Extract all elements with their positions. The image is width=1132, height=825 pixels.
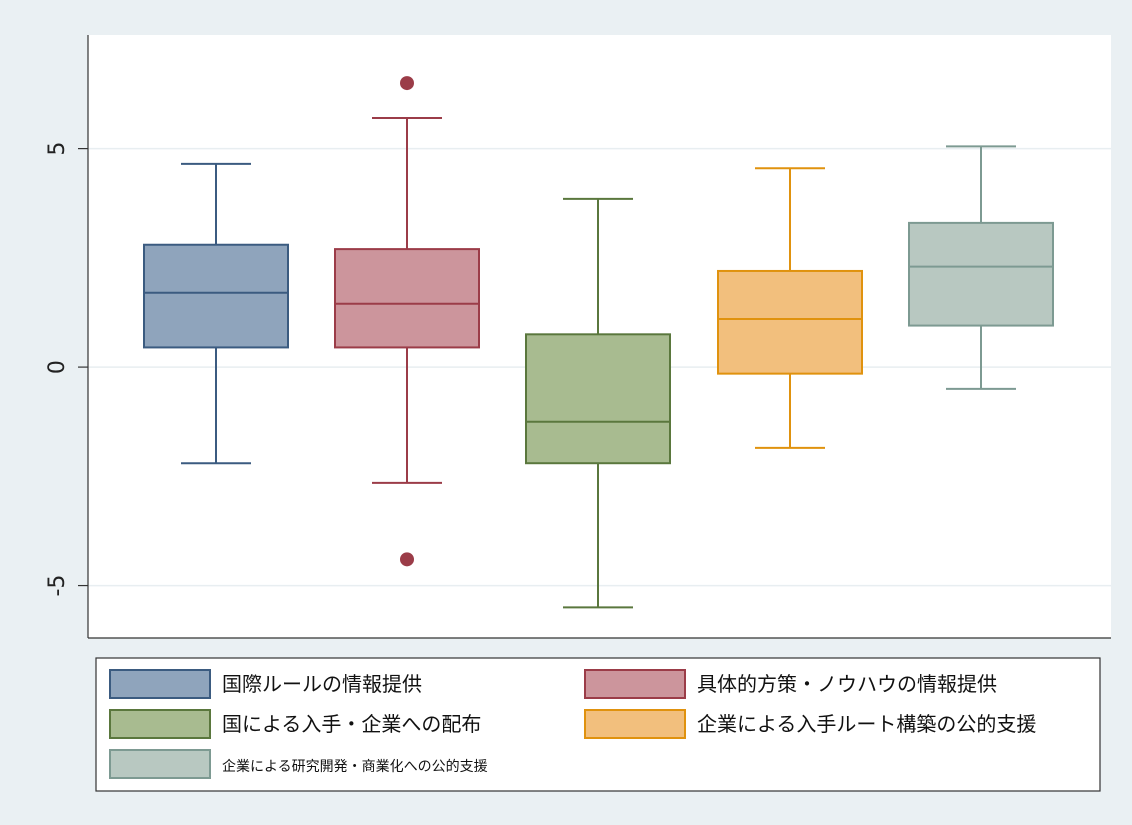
- y-tick-label: -5: [45, 575, 70, 597]
- legend-label: 国による入手・企業への配布: [222, 712, 481, 736]
- box-iqr: [717, 269, 863, 375]
- legend-swatch: [109, 709, 211, 739]
- legend-swatch: [109, 749, 211, 779]
- legend-swatch: [584, 709, 686, 739]
- box-group: [143, 162, 289, 465]
- box-iqr: [525, 333, 671, 465]
- legend-label: 企業による入手ルート構築の公的支援: [697, 712, 1036, 736]
- legend-item: 企業による入手ルート構築の公的支援: [584, 709, 1036, 739]
- legend-item: 国際ルールの情報提供: [109, 669, 422, 699]
- boxes-layer: [143, 76, 1054, 609]
- legend-swatch: [109, 669, 211, 699]
- outlier-point: [400, 76, 414, 91]
- legend-item: 具体的方策・ノウハウの情報提供: [584, 669, 997, 699]
- legend-item: 国による入手・企業への配布: [109, 709, 481, 739]
- outlier-point: [400, 552, 414, 567]
- legend-label: 企業による研究開発・商業化への公的支援: [222, 758, 488, 775]
- legend-swatch: [584, 669, 686, 699]
- box-iqr: [908, 221, 1054, 327]
- legend-label: 国際ルールの情報提供: [222, 672, 422, 696]
- box-iqr: [143, 243, 289, 349]
- box-group: [908, 145, 1054, 390]
- y-tick-label: 5: [45, 142, 70, 156]
- legend-item: 企業による研究開発・商業化への公的支援: [109, 749, 488, 779]
- box-group: [525, 197, 671, 609]
- y-tick-label: 0: [45, 360, 70, 374]
- box-group: [334, 76, 480, 567]
- legend-label: 具体的方策・ノウハウの情報提供: [697, 672, 997, 696]
- box-group: [717, 167, 863, 449]
- y-axis: -5 0 5: [45, 142, 88, 597]
- box-iqr: [334, 248, 480, 349]
